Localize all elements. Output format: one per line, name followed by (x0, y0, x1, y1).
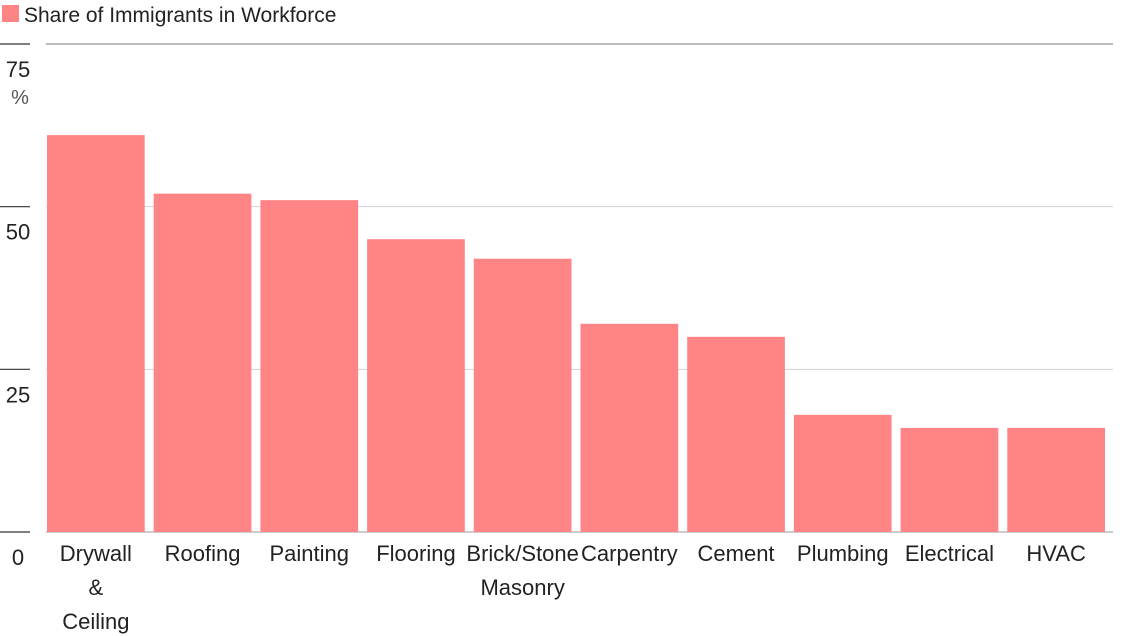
legend-label: Share of Immigrants in Workforce (24, 4, 336, 27)
x-tick-label: Ceiling (62, 609, 129, 634)
x-tick-label: & (89, 575, 104, 600)
y-axis: 0 25 50 75% (0, 43, 30, 570)
y-unit-label: % (11, 87, 29, 109)
bar (900, 427, 999, 532)
bar (580, 323, 679, 532)
x-tick-label: Brick/Stone (466, 541, 579, 566)
x-tick-label: Painting (269, 541, 349, 566)
y-tick-label: 25 (6, 382, 30, 407)
x-tick-label: Roofing (165, 541, 241, 566)
bar (367, 239, 465, 532)
x-tick-label: HVAC (1026, 541, 1086, 566)
bar (687, 336, 785, 532)
bar (793, 414, 892, 532)
x-axis: Drywall & Ceiling Roofing Painting Flooring Br… (60, 541, 1086, 634)
bar (47, 135, 145, 533)
y-tick-label: 0 (12, 545, 24, 570)
x-tick-label: Masonry (480, 575, 564, 600)
x-tick-label: Flooring (376, 541, 455, 566)
x-tick-label: Carpentry (581, 541, 678, 566)
x-tick-label: Plumbing (797, 541, 889, 566)
bars (47, 135, 1105, 533)
y-tick-label: 50 (6, 220, 30, 245)
x-tick-label: Electrical (905, 541, 994, 566)
bar (1007, 427, 1105, 532)
bar (260, 200, 359, 532)
bar (473, 258, 572, 532)
legend: Share of Immigrants in Workforce (2, 4, 336, 27)
x-tick-label: Cement (698, 541, 775, 566)
legend-swatch (2, 5, 19, 22)
x-tick-label: Drywall (60, 541, 132, 566)
bar (153, 193, 252, 533)
y-tick-label: 75 (6, 57, 30, 82)
